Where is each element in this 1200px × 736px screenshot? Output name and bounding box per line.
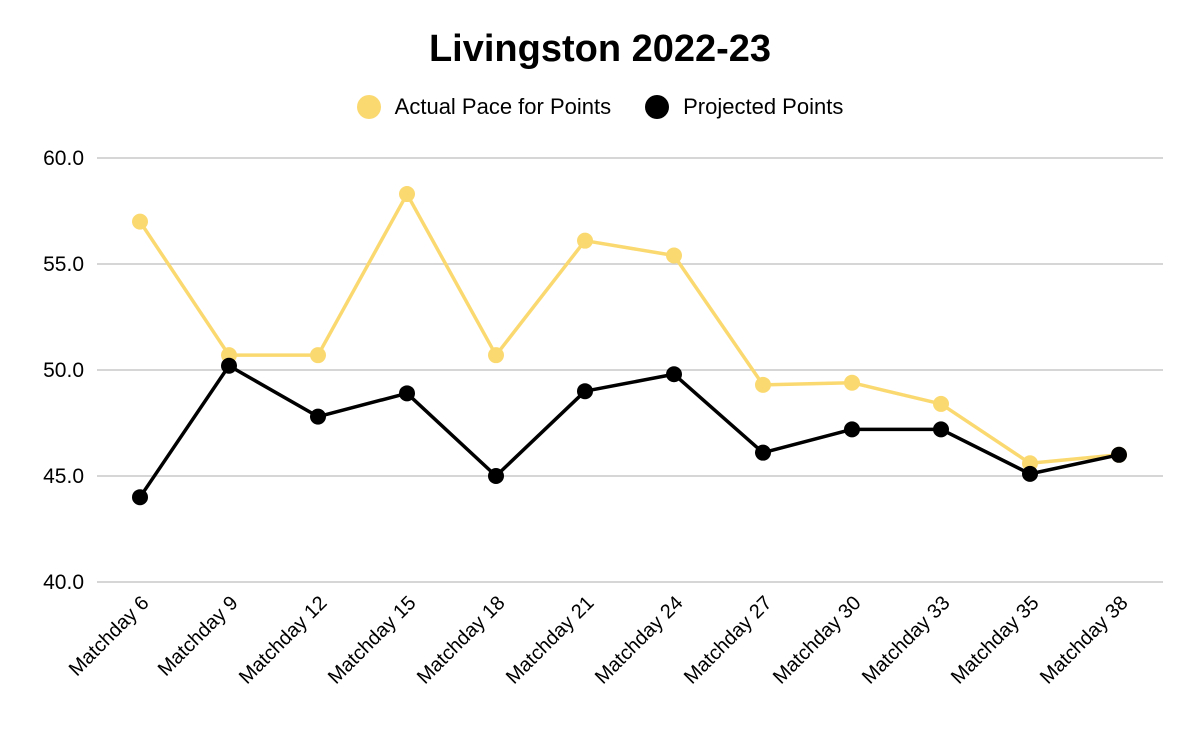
x-tick-label: Matchday 6 — [65, 592, 154, 681]
legend-item-projected[interactable]: Projected Points — [645, 94, 843, 120]
series-line-actual — [138, 192, 1120, 466]
data-point-projected[interactable] — [755, 444, 771, 461]
data-point-projected[interactable] — [933, 421, 949, 438]
legend-marker-actual — [356, 95, 381, 119]
data-point-actual[interactable] — [666, 247, 682, 264]
x-tick-label: Matchday 24 — [591, 592, 688, 689]
chart-title: Livingston 2022-23 — [428, 28, 772, 70]
x-tick-label: Matchday 35 — [947, 592, 1044, 689]
y-tick-label: 55.0 — [43, 253, 84, 276]
data-point-actual[interactable] — [488, 347, 504, 364]
x-tick-label: Matchday 38 — [1036, 592, 1133, 689]
data-point-projected[interactable] — [310, 408, 326, 425]
legend-item-actual[interactable]: Actual Pace for Points — [356, 94, 612, 120]
x-tick-label: Matchday 18 — [413, 592, 510, 689]
data-point-projected[interactable] — [221, 357, 237, 374]
data-point-projected[interactable] — [488, 468, 504, 484]
data-point-projected[interactable] — [844, 421, 860, 438]
legend-label-projected: Projected Points — [683, 94, 844, 119]
y-tick-label: 45.0 — [43, 465, 84, 488]
x-tick-label: Matchday 15 — [324, 592, 421, 689]
data-point-projected[interactable] — [132, 489, 148, 506]
x-tick-label: Matchday 9 — [154, 592, 243, 681]
data-point-actual[interactable] — [577, 232, 593, 249]
y-tick-label: 40.0 — [43, 571, 84, 594]
data-point-projected[interactable] — [666, 366, 682, 383]
y-tick-label: 60.0 — [43, 147, 84, 170]
series-line-projected — [138, 364, 1120, 499]
x-tick-label: Matchday 27 — [680, 592, 777, 689]
data-point-projected[interactable] — [399, 385, 415, 402]
data-point-actual[interactable] — [399, 186, 415, 203]
data-point-actual[interactable] — [310, 347, 326, 364]
legend: Actual Pace for Points Projected Points — [0, 94, 1200, 120]
legend-marker-projected — [645, 95, 670, 119]
legend-label-actual: Actual Pace for Points — [394, 94, 612, 119]
x-tick-label: Matchday 33 — [858, 592, 955, 689]
data-point-projected[interactable] — [1022, 465, 1038, 482]
x-tick-label: Matchday 30 — [769, 592, 866, 689]
data-point-actual[interactable] — [132, 213, 148, 230]
x-tick-label: Matchday 12 — [235, 592, 332, 689]
data-point-actual[interactable] — [933, 395, 949, 412]
x-tick-label: Matchday 21 — [502, 592, 599, 689]
data-point-actual[interactable] — [755, 376, 771, 393]
data-point-actual[interactable] — [844, 374, 860, 391]
data-point-projected[interactable] — [1111, 446, 1127, 463]
y-tick-label: 50.0 — [43, 359, 84, 382]
data-point-projected[interactable] — [577, 383, 593, 400]
